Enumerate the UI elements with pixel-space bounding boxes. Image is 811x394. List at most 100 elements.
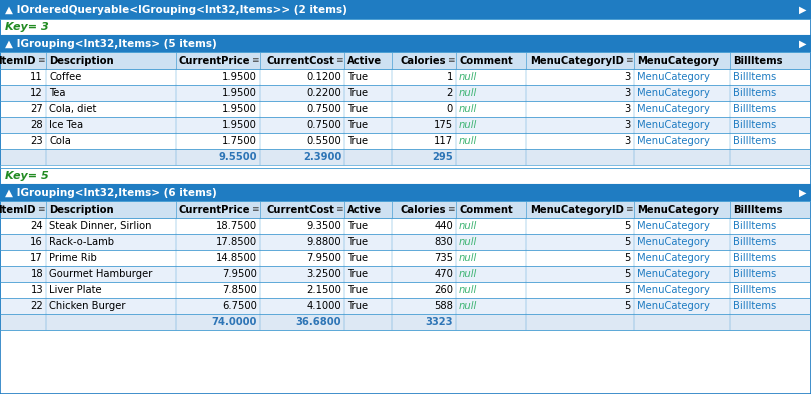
Text: MenuCategoryID: MenuCategoryID	[530, 56, 624, 65]
Text: True: True	[347, 88, 368, 98]
Text: Key= 5: Key= 5	[5, 171, 49, 181]
Text: 3: 3	[624, 120, 631, 130]
Bar	[0, 266, 811, 282]
Text: Chicken Burger: Chicken Burger	[49, 301, 126, 311]
Text: 175: 175	[434, 120, 453, 130]
Text: 3: 3	[624, 72, 631, 82]
Text: Ice Tea: Ice Tea	[49, 120, 83, 130]
Bar	[0, 201, 811, 218]
Bar	[0, 117, 811, 133]
Text: Coffee: Coffee	[49, 72, 81, 82]
Bar	[0, 52, 811, 69]
Text: 9.5500: 9.5500	[218, 152, 257, 162]
Text: 295: 295	[432, 152, 453, 162]
Text: MenuCategory: MenuCategory	[637, 88, 710, 98]
Text: BillItems: BillItems	[733, 285, 776, 295]
Text: 0.5500: 0.5500	[307, 136, 341, 146]
Text: BillItems: BillItems	[733, 56, 783, 65]
Text: True: True	[347, 253, 368, 263]
Text: 1.7500: 1.7500	[222, 136, 257, 146]
Text: True: True	[347, 104, 368, 114]
Text: 0: 0	[447, 104, 453, 114]
Bar	[0, 168, 811, 184]
Text: ≡: ≡	[335, 205, 342, 214]
Text: null: null	[459, 221, 477, 231]
Bar	[0, 0, 811, 19]
Text: BillItems: BillItems	[733, 88, 776, 98]
Text: Cola, diet: Cola, diet	[49, 104, 97, 114]
Text: Calories: Calories	[401, 204, 446, 214]
Text: 7.9500: 7.9500	[222, 269, 257, 279]
Text: ItemID: ItemID	[0, 56, 36, 65]
Text: 23: 23	[30, 136, 43, 146]
Text: BillItems: BillItems	[733, 253, 776, 263]
Bar	[0, 165, 811, 168]
Text: MenuCategory: MenuCategory	[637, 136, 710, 146]
Text: 18: 18	[30, 269, 43, 279]
Text: MenuCategory: MenuCategory	[637, 237, 710, 247]
Text: null: null	[459, 301, 477, 311]
Text: Cola: Cola	[49, 136, 71, 146]
Bar	[0, 85, 811, 101]
Text: BillItems: BillItems	[733, 72, 776, 82]
Text: ≡: ≡	[625, 56, 633, 65]
Text: Comment: Comment	[459, 56, 513, 65]
Text: 0.2200: 0.2200	[307, 88, 341, 98]
Text: null: null	[459, 269, 477, 279]
Text: 830: 830	[434, 237, 453, 247]
Text: MenuCategory: MenuCategory	[637, 221, 710, 231]
Text: 0.1200: 0.1200	[307, 72, 341, 82]
Text: MenuCategory: MenuCategory	[637, 72, 710, 82]
Text: 1: 1	[447, 72, 453, 82]
Text: 0.7500: 0.7500	[307, 120, 341, 130]
Text: Description: Description	[49, 56, 114, 65]
Text: 2: 2	[447, 88, 453, 98]
Text: ▲ IGrouping<Int32,Items> (6 items): ▲ IGrouping<Int32,Items> (6 items)	[5, 188, 217, 197]
Text: 1.9500: 1.9500	[222, 120, 257, 130]
Bar	[0, 19, 811, 35]
Text: CurrentPrice: CurrentPrice	[178, 204, 250, 214]
Text: CurrentCost: CurrentCost	[266, 204, 334, 214]
Text: null: null	[459, 104, 477, 114]
Text: 1.9500: 1.9500	[222, 88, 257, 98]
Text: MenuCategory: MenuCategory	[637, 301, 710, 311]
Text: MenuCategory: MenuCategory	[637, 253, 710, 263]
Text: 11: 11	[30, 72, 43, 82]
Text: 74.0000: 74.0000	[212, 317, 257, 327]
Bar	[0, 184, 811, 201]
Text: 4.1000: 4.1000	[307, 301, 341, 311]
Text: 22: 22	[30, 301, 43, 311]
Text: 9.3500: 9.3500	[307, 221, 341, 231]
Text: null: null	[459, 136, 477, 146]
Text: Key= 3: Key= 3	[5, 22, 49, 32]
Text: True: True	[347, 72, 368, 82]
Text: ▲ IGrouping<Int32,Items> (5 items): ▲ IGrouping<Int32,Items> (5 items)	[5, 39, 217, 48]
Text: True: True	[347, 237, 368, 247]
Text: Steak Dinner, Sirlion: Steak Dinner, Sirlion	[49, 221, 152, 231]
Text: 5: 5	[624, 253, 631, 263]
Text: BillItems: BillItems	[733, 269, 776, 279]
Text: Tea: Tea	[49, 88, 66, 98]
Text: null: null	[459, 285, 477, 295]
Bar	[0, 218, 811, 234]
Text: 7.9500: 7.9500	[306, 253, 341, 263]
Text: True: True	[347, 221, 368, 231]
Text: BillItems: BillItems	[733, 301, 776, 311]
Text: MenuCategory: MenuCategory	[637, 56, 719, 65]
Text: 6.7500: 6.7500	[222, 301, 257, 311]
Text: ≡: ≡	[335, 56, 342, 65]
Text: ≡: ≡	[251, 205, 259, 214]
Text: BillItems: BillItems	[733, 104, 776, 114]
Text: 5: 5	[624, 269, 631, 279]
Text: 18.7500: 18.7500	[216, 221, 257, 231]
Text: True: True	[347, 285, 368, 295]
Text: null: null	[459, 253, 477, 263]
Text: Gourmet Hamburger: Gourmet Hamburger	[49, 269, 152, 279]
Text: null: null	[459, 72, 477, 82]
Text: ▶: ▶	[799, 39, 806, 48]
Text: True: True	[347, 269, 368, 279]
Text: 5: 5	[624, 237, 631, 247]
Text: 117: 117	[434, 136, 453, 146]
Text: Liver Plate: Liver Plate	[49, 285, 101, 295]
Text: 3: 3	[624, 88, 631, 98]
